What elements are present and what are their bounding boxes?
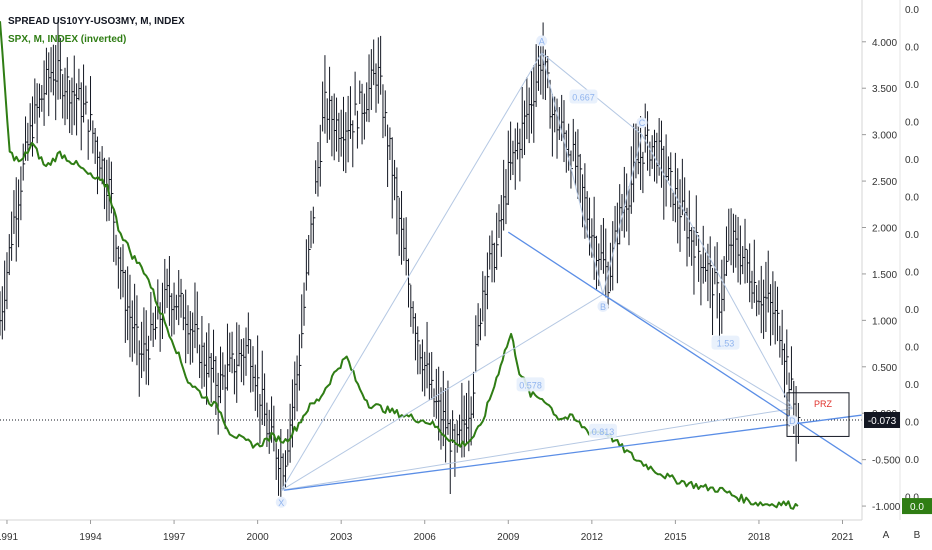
pattern-ratio-box <box>711 335 740 350</box>
secondary-tick-label: 0.0 <box>905 380 919 391</box>
x-tick-label: 2009 <box>497 532 520 543</box>
pattern-ratio-label: 1.53 <box>717 339 735 349</box>
legend-spx: SPX, M, INDEX (inverted) <box>8 34 127 45</box>
pattern-ratio-label: 0.813 <box>592 427 615 437</box>
secondary-tick-label: 0.0 <box>905 343 919 354</box>
pattern-point-marker <box>597 300 609 312</box>
y-tick-label: -0.500 <box>872 456 901 467</box>
pattern-ratio-box <box>516 377 545 392</box>
secondary-tick-label: 0.0 <box>905 268 919 279</box>
secondary-tick-label: 0.0 <box>905 455 919 466</box>
x-tick-label: 1994 <box>79 532 102 543</box>
log-scale-button[interactable]: B <box>913 530 921 541</box>
prz-box <box>786 392 850 437</box>
pattern-leg <box>541 52 604 295</box>
pattern-leg <box>602 134 643 295</box>
secondary-tick-label: 0.0 <box>905 80 919 91</box>
spx-last-tag <box>902 498 932 515</box>
secondary-tick-label: 0.0 <box>905 305 919 316</box>
secondary-tick-label: 0.0 <box>905 155 919 166</box>
harmonic-pattern: X A B C D 0.667 0.578 0.813 1.53 PRZ <box>275 35 863 508</box>
legend: SPREAD US10YY-USO3MY, M, INDEX SPX, M, I… <box>8 13 185 49</box>
x-tick-label: 2018 <box>748 532 771 543</box>
spx-series <box>0 21 799 510</box>
secondary-tick-label: 0.0 <box>905 193 919 204</box>
x-tick-label: 2000 <box>247 532 270 543</box>
y-tick-label: 1.000 <box>872 316 897 327</box>
pattern-point-label: A <box>539 36 545 46</box>
secondary-tick-label: 0.0 <box>905 493 919 504</box>
pattern-point-label: C <box>639 118 646 128</box>
y-tick-label: 2.000 <box>872 224 897 235</box>
secondary-tick-label: 0.0 <box>905 118 919 129</box>
x-tick-label: 2015 <box>664 532 687 543</box>
pattern-leg <box>641 134 793 409</box>
pattern-ratio-label: 0.667 <box>572 93 595 103</box>
trend-line <box>507 231 863 465</box>
x-tick-label: 2021 <box>831 532 854 543</box>
spx-last-label: 0.0 <box>910 502 924 513</box>
pattern-point-marker <box>636 117 648 129</box>
spx-inverted-line <box>0 21 799 510</box>
last-price-label: -0.073 <box>868 416 897 427</box>
y-tick-label: 4.000 <box>872 38 897 49</box>
y-tick-label: 2.500 <box>872 177 897 188</box>
y-tick-label: 1.500 <box>872 270 897 281</box>
y-tick-label: -1.000 <box>872 502 901 513</box>
pattern-ratio-box <box>569 89 598 104</box>
trend-line <box>284 414 863 491</box>
pattern-point-label: B <box>600 302 606 312</box>
pattern-leg <box>281 408 793 491</box>
pattern-leg <box>602 293 793 409</box>
secondary-tick-label: 0.0 <box>905 43 919 54</box>
secondary-tick-label: 0.0 <box>905 230 919 241</box>
x-tick-label: 2012 <box>581 532 604 543</box>
pattern-point-marker <box>275 496 287 508</box>
prz-label: PRZ <box>814 399 833 409</box>
y-tick-label: 0.500 <box>872 363 897 374</box>
secondary-tick-label: 0.0 <box>905 418 919 429</box>
y-tick-label: 3.000 <box>872 131 897 142</box>
pattern-point-marker <box>786 415 798 427</box>
secondary-tick-label: 0.0 <box>905 5 919 16</box>
x-tick-label: 2003 <box>330 532 353 543</box>
x-tick-label: 1997 <box>163 532 186 543</box>
legend-spread: SPREAD US10YY-USO3MY, M, INDEX <box>8 16 185 27</box>
y-tick-label: 3.500 <box>872 84 897 95</box>
last-price-tag <box>864 411 900 428</box>
auto-scale-button[interactable]: A <box>882 530 890 541</box>
x-tick-label: 2006 <box>414 532 437 543</box>
x-tick-label: 1991 <box>0 532 19 543</box>
pattern-point-marker <box>536 35 548 47</box>
pattern-ratio-box <box>588 423 617 438</box>
pattern-point-label: X <box>278 498 284 508</box>
pattern-ratio-label: 0.578 <box>519 380 542 390</box>
pattern-leg <box>280 52 543 491</box>
pattern-leg <box>281 293 604 491</box>
pattern-point-label: D <box>789 416 796 426</box>
spread-series <box>0 19 801 500</box>
